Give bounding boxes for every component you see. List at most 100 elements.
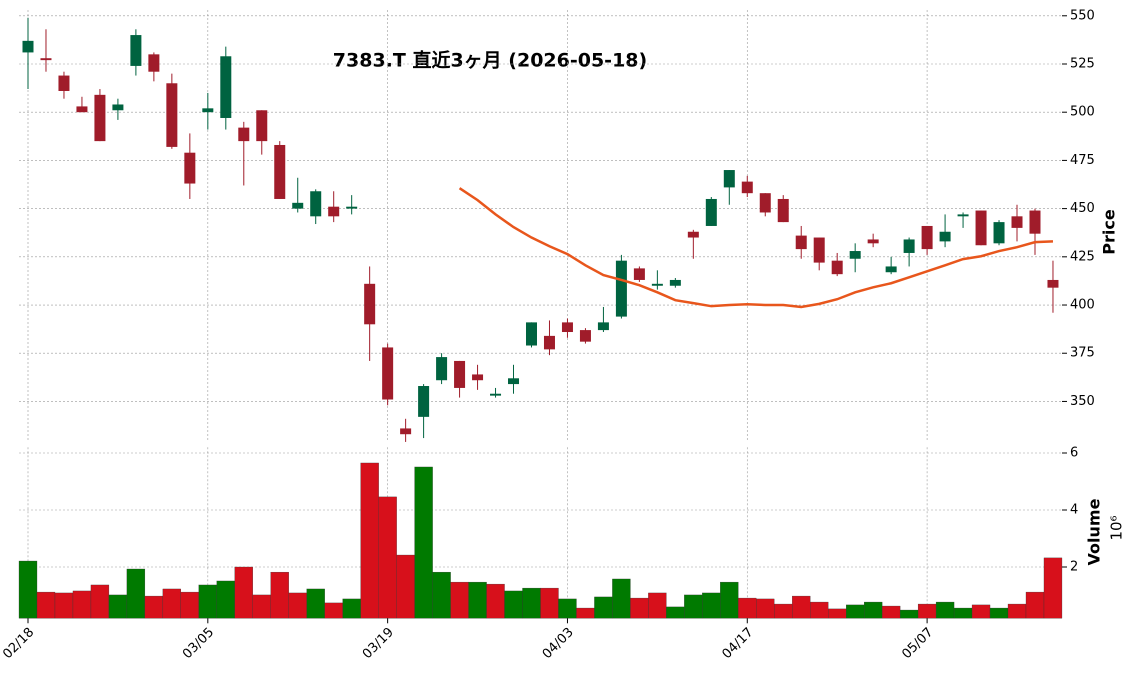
- volume-bar: [612, 578, 631, 619]
- volume-bar: [324, 602, 343, 619]
- candle-body: [651, 283, 663, 286]
- volume-bar: [558, 598, 577, 619]
- volume-bar: [306, 588, 325, 619]
- candle-body: [112, 104, 124, 111]
- volume-bar: [810, 601, 829, 619]
- candle-body: [508, 378, 520, 385]
- candle-body: [993, 222, 1005, 244]
- candle-body: [220, 56, 232, 118]
- volume-bar: [36, 591, 56, 619]
- axis-multiplier: 10⁶: [1108, 515, 1126, 540]
- candle-body: [777, 198, 789, 223]
- y-tick-label: 400: [1070, 298, 1095, 313]
- y-tick-label: 350: [1070, 394, 1095, 409]
- volume-bar: [108, 594, 128, 619]
- candle-body: [939, 231, 951, 242]
- candle-body: [525, 322, 537, 346]
- candle-body: [957, 214, 969, 217]
- candle-body: [148, 54, 160, 72]
- volume-bar: [935, 601, 955, 619]
- x-tick-label: 02/18: [0, 625, 37, 662]
- volume-bar: [396, 554, 415, 619]
- volume-bar: [54, 592, 74, 619]
- candle-body: [490, 393, 502, 396]
- volume-bar: [576, 607, 595, 619]
- volume-bar: [288, 592, 307, 619]
- candle-body: [561, 322, 573, 333]
- candle-body: [418, 386, 430, 417]
- x-tick-label: 03/05: [180, 625, 217, 662]
- volume-bar: [953, 607, 973, 619]
- volume-bar: [270, 571, 289, 619]
- volume-bar: [864, 601, 883, 619]
- candle-body: [903, 239, 915, 253]
- volume-bar: [414, 466, 433, 619]
- volume-bar: [126, 568, 146, 619]
- volume-bar: [234, 566, 253, 619]
- chart-title: 7383.T 直近3ヶ月 (2026-05-18): [333, 49, 647, 72]
- candle-body: [885, 266, 897, 273]
- volume-bar: [828, 608, 847, 619]
- volume-bar: [917, 603, 937, 619]
- candle-body: [238, 127, 250, 142]
- y-tick-label: 550: [1070, 8, 1095, 23]
- volume-bar: [378, 496, 397, 619]
- candle-body: [364, 283, 376, 325]
- y-axis-label: Volume: [1085, 498, 1104, 565]
- y-tick-label: 525: [1070, 56, 1095, 71]
- volume-bar: [252, 594, 271, 619]
- y-tick-label: 2: [1070, 560, 1078, 575]
- volume-bar: [738, 597, 757, 619]
- candle-body: [633, 268, 645, 280]
- candle-body: [22, 40, 34, 53]
- candle-body: [436, 357, 448, 381]
- volume-bar: [504, 590, 523, 619]
- x-tick-label: 04/03: [540, 625, 577, 662]
- y-tick-label: 375: [1070, 346, 1095, 361]
- volume-bar: [666, 606, 685, 619]
- volume-bar: [684, 594, 703, 619]
- volume-bar: [342, 598, 361, 619]
- candle-body: [1011, 216, 1023, 228]
- volume-bar: [216, 580, 235, 619]
- candle-body: [328, 206, 340, 217]
- x-tick-label: 03/19: [360, 625, 397, 662]
- volume-bar: [720, 581, 739, 619]
- candle-body: [94, 94, 106, 142]
- candle-body: [759, 193, 771, 213]
- x-tick-label: 05/07: [899, 625, 936, 662]
- candle-body: [813, 237, 825, 263]
- candle-body: [723, 170, 735, 188]
- volume-bar: [90, 584, 110, 619]
- volume-bar: [486, 583, 505, 619]
- volume-bar: [881, 605, 901, 619]
- candle-body: [579, 330, 591, 342]
- volume-bar: [180, 591, 199, 619]
- moving-average-line: [458, 187, 1054, 309]
- y-tick-label: 450: [1070, 201, 1095, 216]
- volume-bar: [989, 607, 1009, 619]
- volume-bar: [162, 588, 181, 619]
- volume-bar: [648, 592, 667, 619]
- candle-body: [130, 35, 142, 66]
- volume-bar: [360, 462, 379, 619]
- volume-bar: [702, 592, 721, 619]
- y-axis-label: Price: [1100, 209, 1119, 255]
- candle-body: [867, 239, 879, 244]
- candle-body: [543, 335, 555, 350]
- candle-body: [831, 260, 843, 275]
- volume-bar: [792, 595, 811, 619]
- candle-body: [76, 106, 88, 113]
- candle-body: [310, 191, 322, 217]
- candle-body: [58, 75, 70, 91]
- volume-bar: [756, 598, 775, 619]
- candle-body: [849, 251, 861, 259]
- volume-bar: [846, 604, 865, 619]
- y-tick-label: 475: [1070, 153, 1095, 168]
- volume-bar: [971, 604, 991, 619]
- volume-bar: [18, 560, 38, 619]
- candle-body: [1029, 210, 1041, 234]
- candle-body: [166, 83, 178, 147]
- candle-body: [472, 374, 484, 381]
